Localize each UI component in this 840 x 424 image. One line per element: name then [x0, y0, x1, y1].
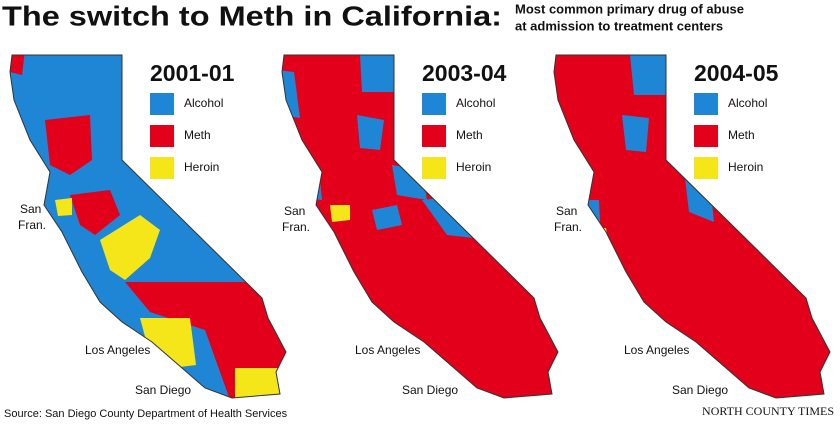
- city-label: San: [20, 202, 41, 216]
- map-panel: 2004-05 Alcohol Meth Heroin San Fran. Lo…: [553, 54, 831, 399]
- legend-label: Meth: [456, 128, 483, 142]
- legend-label: Alcohol: [456, 96, 495, 110]
- city-label: San: [556, 204, 577, 218]
- legend-label: Alcohol: [728, 96, 767, 110]
- city-label: San Diego: [402, 383, 458, 397]
- legend-label: Meth: [184, 128, 211, 142]
- city-label: San Diego: [135, 383, 191, 397]
- year: 2003-04: [422, 60, 507, 86]
- title: The switch to Meth in California:: [2, 0, 502, 31]
- city-label: Los Angeles: [624, 343, 689, 357]
- city-label: San Diego: [672, 383, 728, 397]
- legend-label: Heroin: [456, 160, 491, 174]
- legend-label: Heroin: [728, 160, 763, 174]
- city-label: Los Angeles: [355, 343, 420, 357]
- legend-label: Heroin: [184, 160, 219, 174]
- city-label: Los Angeles: [85, 343, 150, 357]
- subtitle: Most common primary drug of abuse: [515, 1, 744, 16]
- city-label: Fran.: [282, 220, 310, 234]
- subtitle: at admission to treatment centers: [515, 18, 723, 33]
- city-label: Fran.: [18, 218, 46, 232]
- city-label: San: [284, 204, 305, 218]
- map-panel: 2001-01 Alcohol Meth Heroin San Fran. Lo…: [9, 54, 287, 399]
- year: 2001-01: [150, 60, 235, 86]
- year: 2004-05: [694, 60, 779, 86]
- map-panel: 2003-04 Alcohol Meth Heroin San Fran. Lo…: [281, 54, 559, 399]
- legend-label: Alcohol: [184, 96, 223, 110]
- source: Source: San Diego County Department of H…: [4, 408, 288, 420]
- credit: NORTH COUNTY TIMES: [702, 404, 834, 418]
- city-label: Fran.: [554, 220, 582, 234]
- legend-label: Meth: [728, 128, 755, 142]
